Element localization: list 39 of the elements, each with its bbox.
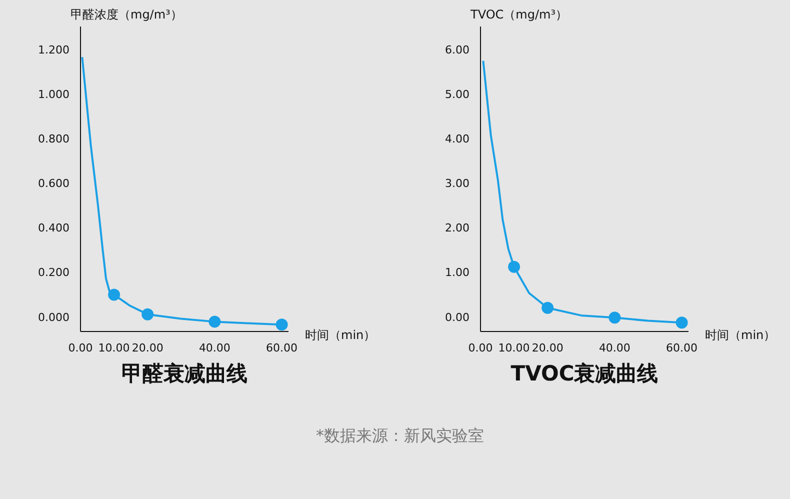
point xyxy=(276,318,288,331)
text: 甲醛衰减曲线 xyxy=(122,362,248,386)
x-tick-label: 20.00 xyxy=(532,342,564,354)
text: *数据来源：新风实验室 xyxy=(316,425,484,447)
x-tick-label: 20.00 xyxy=(132,342,164,354)
point xyxy=(142,308,154,320)
point xyxy=(608,312,621,324)
x-tick-label: 0.00 xyxy=(468,342,493,354)
x-tick-label: 0.00 xyxy=(68,342,93,354)
x-axis-title: 时间（min） xyxy=(305,327,376,344)
x-tick-label: 10.00 xyxy=(498,342,530,354)
y-tick-label: 0.000 xyxy=(38,310,70,324)
point xyxy=(508,260,520,273)
point xyxy=(542,302,554,314)
y-tick-label: 0.00 xyxy=(445,310,470,324)
y-axis-title: 甲醛浓度（mg/m³） xyxy=(70,8,182,22)
y-tick-label: 0.400 xyxy=(38,222,70,235)
point xyxy=(208,316,221,328)
x-tick-label: 60.00 xyxy=(666,342,698,354)
y-tick-label: 5.00 xyxy=(445,88,470,101)
y-tick-label: 2.00 xyxy=(445,222,470,235)
y-tick-label: 1.000 xyxy=(38,88,70,101)
text: TVOC衰减曲线 xyxy=(510,362,658,386)
y-tick-label: 1.00 xyxy=(445,266,470,280)
x-axis-title: 时间（min） xyxy=(705,327,776,344)
y-tick-label: 4.00 xyxy=(445,132,470,146)
y-tick-label: 6.00 xyxy=(445,43,470,56)
x-tick-label: 60.00 xyxy=(266,342,298,354)
y-tick-label: 0.200 xyxy=(38,266,70,280)
point xyxy=(108,288,120,301)
point xyxy=(676,316,688,329)
y-tick-label: 3.00 xyxy=(445,177,470,190)
y-axis-title: TVOC（mg/m³） xyxy=(470,8,568,22)
x-tick-label: 40.00 xyxy=(198,342,230,354)
y-tick-label: 0.800 xyxy=(38,132,70,146)
x-tick-label: 10.00 xyxy=(98,342,130,354)
y-tick-label: 0.600 xyxy=(38,177,70,190)
y-tick-label: 1.200 xyxy=(38,43,70,56)
x-tick-label: 40.00 xyxy=(598,342,630,354)
